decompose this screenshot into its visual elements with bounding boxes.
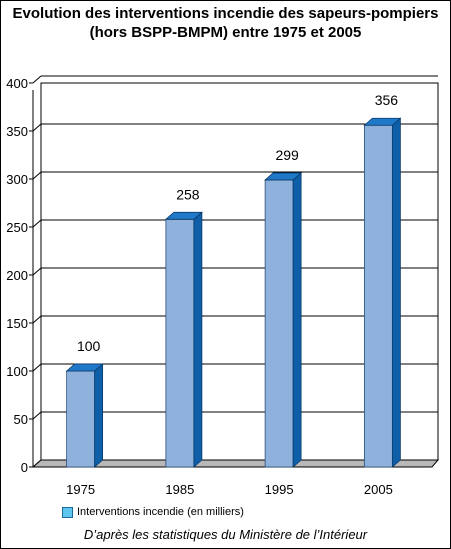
bar-side [292, 172, 302, 468]
y-tick-label: 250 [6, 220, 28, 235]
bar-top [65, 363, 104, 372]
y-tick-label: 200 [6, 268, 28, 283]
data-label: 299 [275, 147, 299, 163]
gridline-depth [32, 75, 42, 84]
y-tick-label: 350 [6, 124, 28, 139]
chart-title: Evolution des interventions incendie des… [0, 4, 451, 42]
gridline-depth [32, 363, 42, 372]
data-label: 100 [77, 338, 101, 354]
gridline-depth [32, 315, 42, 324]
bar [165, 218, 195, 468]
data-label: 356 [375, 92, 399, 108]
bar-top [264, 172, 303, 181]
legend-swatch [62, 506, 73, 518]
bar-side [193, 211, 203, 468]
y-tick-label: 100 [6, 364, 28, 379]
bar-side [94, 363, 104, 468]
bar [264, 179, 294, 468]
x-tick-label: 1995 [265, 482, 294, 497]
x-tick-label: 2005 [364, 482, 393, 497]
data-label: 258 [176, 186, 200, 202]
bar [363, 124, 393, 468]
source-note: D’après les statistiques du Ministère de… [83, 527, 368, 542]
legend-label: Interventions incendie (en milliers) [77, 506, 244, 518]
y-tick-label: 400 [6, 76, 28, 91]
y-tick-label: 300 [6, 172, 28, 187]
bar-top [164, 211, 203, 220]
chart-title-line-1: Evolution des interventions incendie des… [12, 5, 439, 22]
gridline-depth [32, 219, 42, 228]
x-tick-label: 1975 [66, 482, 95, 497]
y-tick-label: 0 [21, 460, 28, 475]
bar-side [391, 117, 401, 468]
bar-top [363, 117, 402, 126]
gridline-depth [32, 411, 42, 420]
x-tick-label: 1985 [165, 482, 194, 497]
gridline-depth [32, 267, 42, 276]
bar [66, 370, 96, 468]
legend: Interventions incendie (en milliers) [62, 505, 244, 519]
chart-title-line-2: (hors BSPP-BMPM) entre 1975 et 2005 [89, 24, 362, 41]
y-tick-label: 50 [14, 412, 28, 427]
bar-layer [65, 117, 402, 468]
gridline-depth [32, 123, 42, 132]
label-layer: 100 1975 258 1985 299 1995 356 2005 [66, 92, 398, 497]
y-tick-label: 150 [6, 316, 28, 331]
gridline-depth [32, 171, 42, 180]
